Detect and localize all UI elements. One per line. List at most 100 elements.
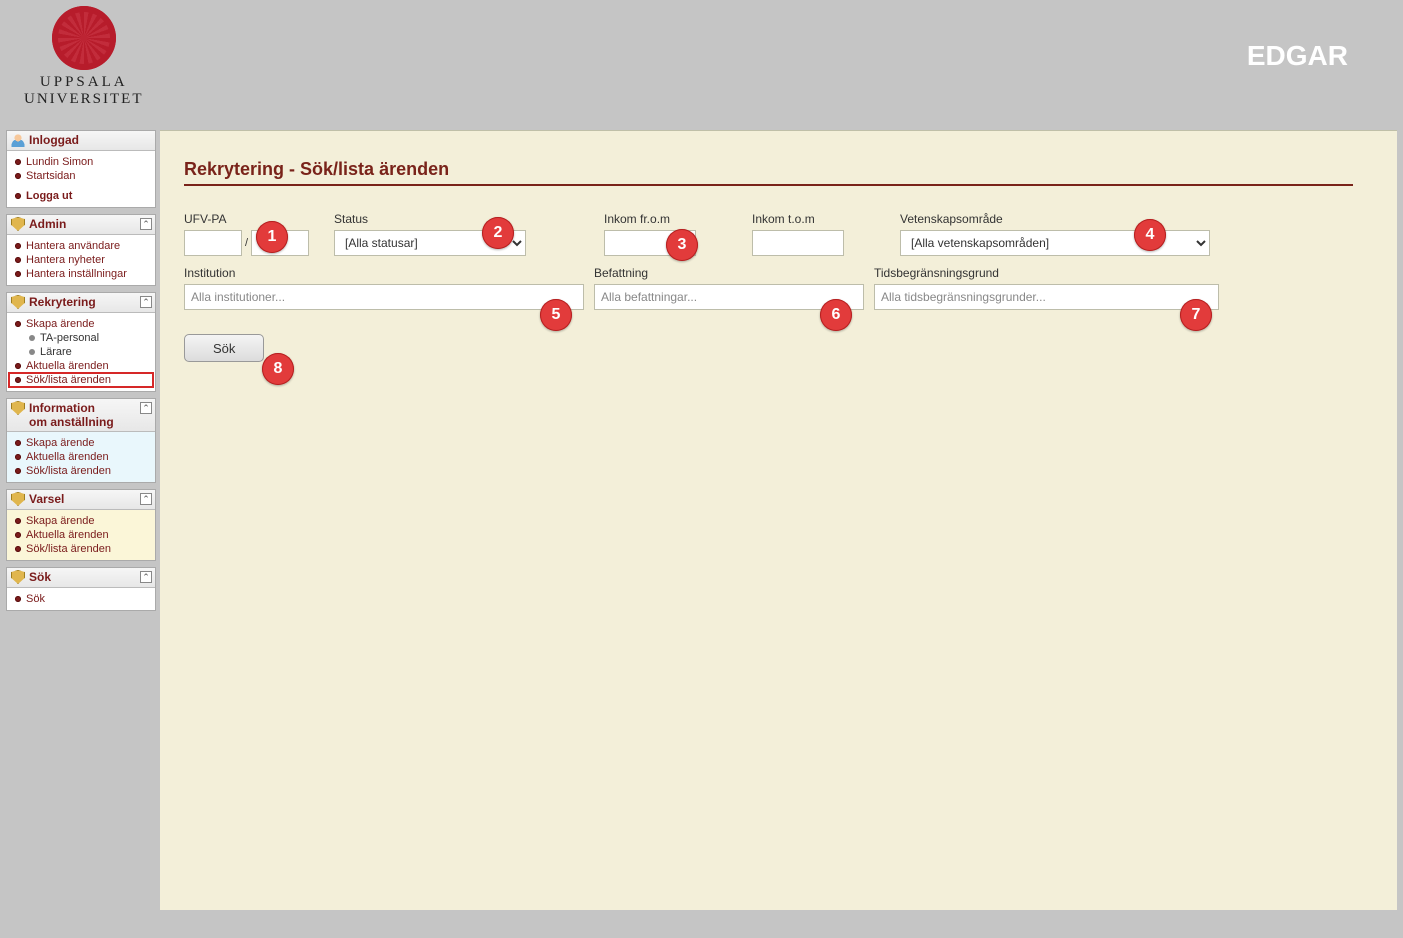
app-header: UPPSALA UNIVERSITET EDGAR	[0, 0, 1403, 126]
sidebar-item-sok[interactable]: Sök	[9, 592, 153, 606]
label: Skapa ärende	[26, 318, 95, 330]
shield-icon	[11, 295, 25, 309]
panel-header-sok[interactable]: Sök ⌃	[7, 568, 155, 588]
panel-header-admin[interactable]: Admin ⌃	[7, 215, 155, 235]
user-icon	[11, 133, 25, 147]
label: Hantera användare	[26, 240, 120, 252]
inkom-tom-input[interactable]	[752, 230, 844, 256]
main-content: Rekrytering - Sök/lista ärenden UFV-PA /…	[160, 130, 1397, 910]
label-vetenskap: Vetenskapsområde	[900, 212, 1210, 226]
label-institution: Institution	[184, 266, 584, 280]
label: Lärare	[40, 346, 72, 358]
sidebar-item-varsel-sok[interactable]: Sök/lista ärenden	[9, 542, 153, 556]
shield-icon	[11, 401, 25, 415]
label: Hantera inställningar	[26, 268, 127, 280]
ufv-input-1[interactable]	[184, 230, 242, 256]
sidebar-item-hantera-anvandare[interactable]: Hantera användare	[9, 239, 153, 253]
panel-title-line2: om anställning	[11, 415, 151, 429]
panel-header-inloggad: Inloggad	[7, 131, 155, 151]
label: Sök/lista ärenden	[26, 374, 111, 386]
tidsbegr-input[interactable]	[874, 284, 1219, 310]
field-institution: Institution	[184, 266, 584, 310]
sidebar-item-username[interactable]: Lundin Simon	[9, 155, 153, 169]
panel-header-varsel[interactable]: Varsel ⌃	[7, 490, 155, 510]
org-logo: UPPSALA UNIVERSITET	[24, 6, 144, 108]
collapse-icon[interactable]: ⌃	[140, 402, 152, 414]
collapse-icon[interactable]: ⌃	[140, 218, 152, 230]
panel-title-line1: Information	[29, 401, 95, 415]
collapse-icon[interactable]: ⌃	[140, 493, 152, 505]
inkom-from-input[interactable]	[604, 230, 696, 256]
label: Sök/lista ärenden	[26, 543, 111, 555]
form-row-2: Institution Befattning Tidsbegränsningsg…	[184, 266, 1383, 310]
search-button[interactable]: Sök	[184, 334, 264, 362]
form-row-1: UFV-PA / Status [Alla statusar] Inkom fr…	[184, 212, 1383, 256]
sidebar-item-hantera-nyheter[interactable]: Hantera nyheter	[9, 253, 153, 267]
field-vetenskap: Vetenskapsområde [Alla vetenskapsområden…	[900, 212, 1210, 256]
sidebar-item-skapa-arende[interactable]: Skapa ärende	[9, 317, 153, 331]
shield-icon	[11, 570, 25, 584]
ufv-input-2[interactable]	[251, 230, 309, 256]
vetenskap-select[interactable]: [Alla vetenskapsområden]	[900, 230, 1210, 256]
panel-rekrytering: Rekrytering ⌃ Skapa ärende TA-personal L…	[6, 292, 156, 392]
sidebar-item-startsidan[interactable]: Startsidan	[9, 169, 153, 183]
sidebar-subitem-larare[interactable]: Lärare	[9, 345, 153, 359]
panel-title: Sök	[29, 570, 51, 584]
shield-icon	[11, 492, 25, 506]
field-befattning: Befattning	[594, 266, 864, 310]
panel-admin: Admin ⌃ Hantera användare Hantera nyhete…	[6, 214, 156, 286]
institution-input[interactable]	[184, 284, 584, 310]
status-select[interactable]: [Alla statusar]	[334, 230, 526, 256]
annotation-bubble-8: 8	[262, 353, 294, 385]
label: TA-personal	[40, 332, 99, 344]
label: Aktuella ärenden	[26, 360, 109, 372]
field-status: Status [Alla statusar]	[334, 212, 526, 256]
panel-header-information[interactable]: Information ⌃ om anställning	[7, 399, 155, 432]
label: Sök	[26, 593, 45, 605]
label-befattning: Befattning	[594, 266, 864, 280]
shield-icon	[11, 217, 25, 231]
label-ufv: UFV-PA	[184, 212, 324, 226]
befattning-input[interactable]	[594, 284, 864, 310]
sidebar-item-sok-lista-arenden[interactable]: Sök/lista ärenden	[9, 373, 153, 387]
page-title: Rekrytering - Sök/lista ärenden	[184, 159, 1353, 186]
field-inkom-tom: Inkom t.o.m	[752, 212, 844, 256]
panel-title: Inloggad	[29, 133, 79, 147]
org-name-line2: UNIVERSITET	[24, 91, 144, 108]
panel-information: Information ⌃ om anställning Skapa ärend…	[6, 398, 156, 483]
label-inkom-from: Inkom fr.o.m	[604, 212, 696, 226]
sidebar: Inloggad Lundin Simon Startsidan Logga u…	[6, 130, 156, 611]
label: Startsidan	[26, 170, 76, 182]
university-seal-icon	[52, 6, 116, 70]
label-tidsbegr: Tidsbegränsningsgrund	[874, 266, 1219, 280]
label: Lundin Simon	[26, 156, 93, 168]
label: Aktuella ärenden	[26, 451, 109, 463]
label: Sök/lista ärenden	[26, 465, 111, 477]
label: Skapa ärende	[26, 515, 95, 527]
label-inkom-tom: Inkom t.o.m	[752, 212, 844, 226]
label: Logga ut	[26, 190, 72, 202]
collapse-icon[interactable]: ⌃	[140, 571, 152, 583]
panel-title: Admin	[29, 217, 66, 231]
label: Aktuella ärenden	[26, 529, 109, 541]
panel-inloggad: Inloggad Lundin Simon Startsidan Logga u…	[6, 130, 156, 208]
app-title: EDGAR	[1247, 40, 1348, 72]
sidebar-item-info-aktuella[interactable]: Aktuella ärenden	[9, 450, 153, 464]
sidebar-item-info-skapa[interactable]: Skapa ärende	[9, 436, 153, 450]
sidebar-item-varsel-aktuella[interactable]: Aktuella ärenden	[9, 528, 153, 542]
panel-title: Varsel	[29, 492, 64, 506]
sidebar-item-logout[interactable]: Logga ut	[9, 189, 153, 203]
collapse-icon[interactable]: ⌃	[140, 296, 152, 308]
panel-header-rekrytering[interactable]: Rekrytering ⌃	[7, 293, 155, 313]
panel-title: Rekrytering	[29, 295, 96, 309]
ufv-separator: /	[245, 237, 248, 249]
sidebar-item-varsel-skapa[interactable]: Skapa ärende	[9, 514, 153, 528]
panel-varsel: Varsel ⌃ Skapa ärende Aktuella ärenden S…	[6, 489, 156, 561]
sidebar-item-hantera-installningar[interactable]: Hantera inställningar	[9, 267, 153, 281]
field-tidsbegr: Tidsbegränsningsgrund	[874, 266, 1219, 310]
field-ufv-pa: UFV-PA /	[184, 212, 324, 256]
sidebar-item-info-sok[interactable]: Sök/lista ärenden	[9, 464, 153, 478]
panel-sok: Sök ⌃ Sök	[6, 567, 156, 611]
sidebar-item-aktuella-arenden[interactable]: Aktuella ärenden	[9, 359, 153, 373]
sidebar-subitem-ta-personal[interactable]: TA-personal	[9, 331, 153, 345]
